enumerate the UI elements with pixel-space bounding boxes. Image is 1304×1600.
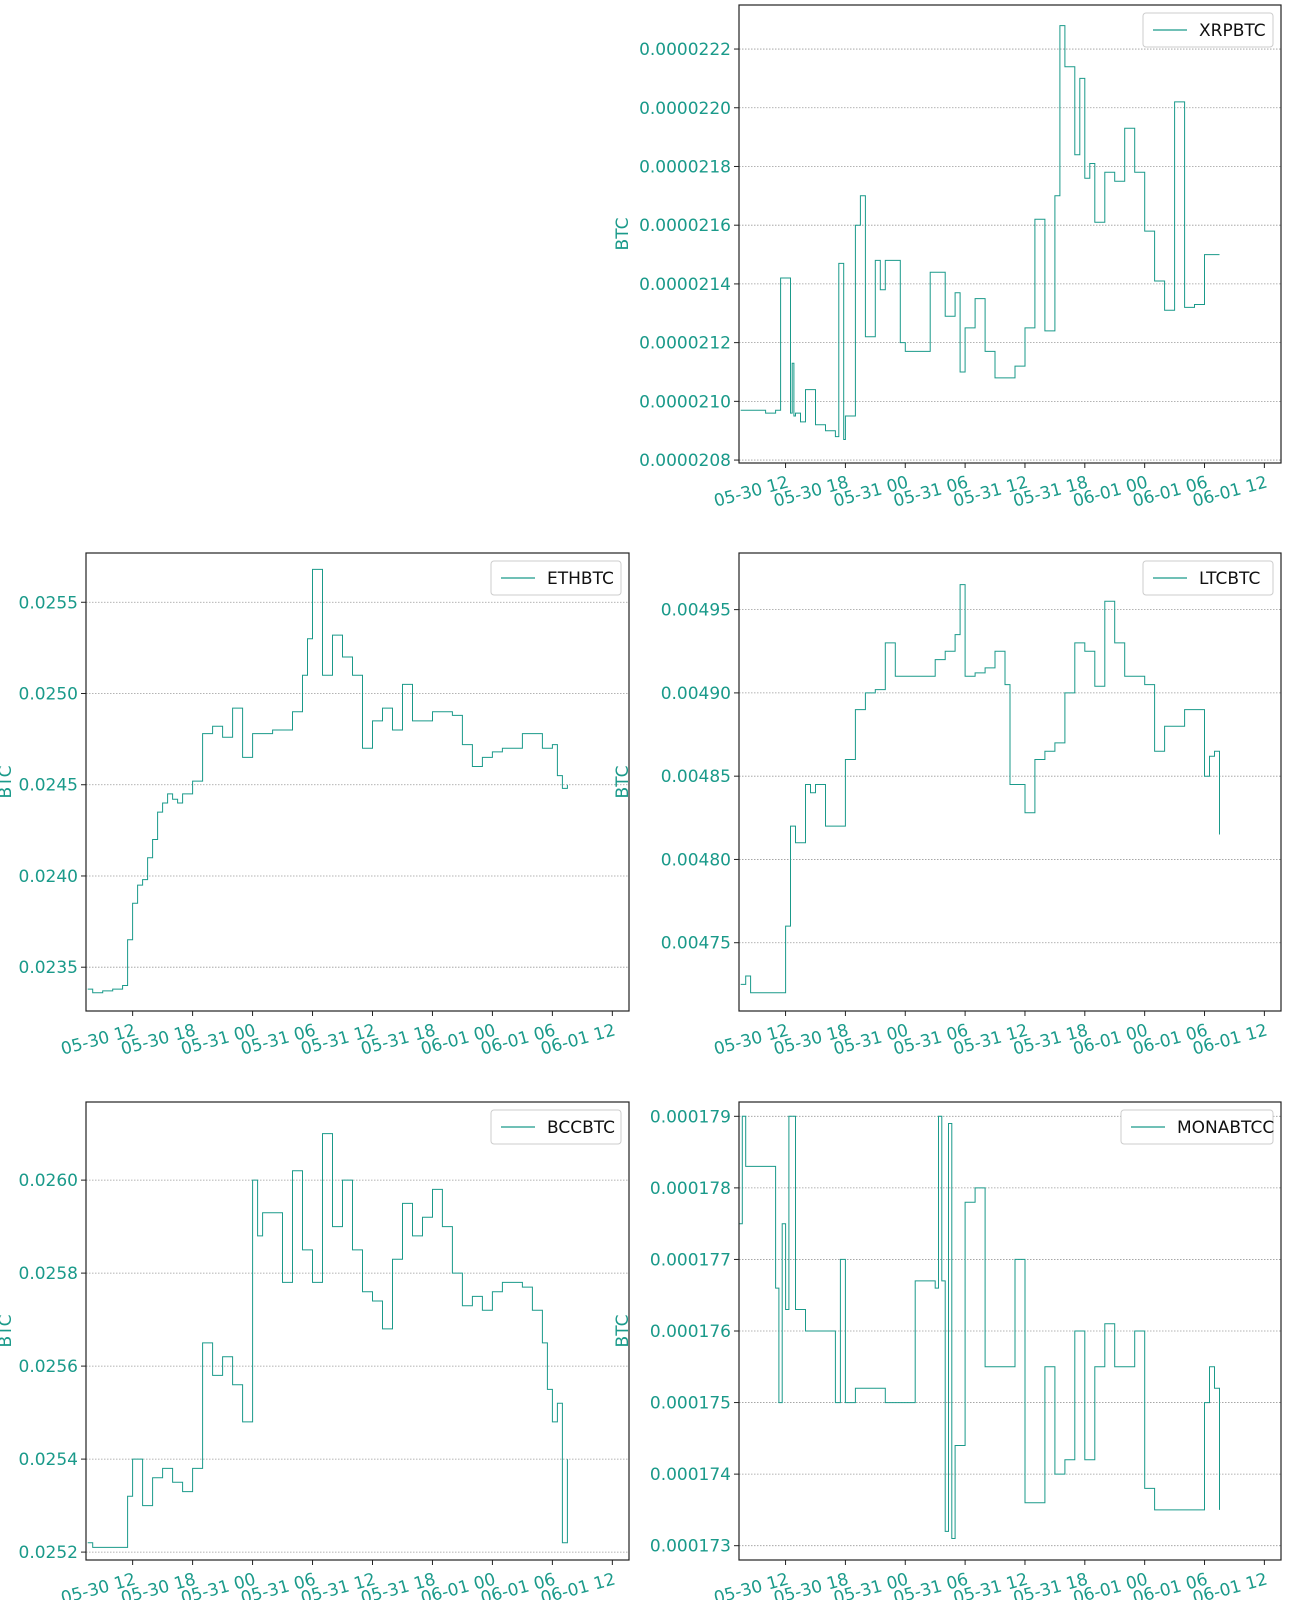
y-tick-label: 0.0000222 (639, 40, 731, 60)
y-tick-label: 0.0252 (19, 1543, 78, 1563)
y-tick-label: 0.000175 (650, 1394, 731, 1414)
y-tick-label: 0.0258 (19, 1264, 78, 1284)
plot-frame (738, 4, 1282, 464)
y-tick-label: 0.000176 (650, 1322, 731, 1342)
legend-label: MONABTCC (1177, 1118, 1274, 1138)
legend-box (1120, 1109, 1274, 1145)
legend: BCCBTC (490, 1109, 622, 1145)
y-axis-label: BTC (613, 1315, 633, 1348)
y-tick-label: 0.0235 (19, 958, 78, 978)
y-tick-label: 0.00485 (661, 767, 731, 787)
y-tick-label: 0.00495 (661, 601, 731, 621)
y-tick-label: 0.0240 (19, 867, 78, 887)
y-tick-label: 0.0260 (19, 1171, 78, 1191)
y-tick-label: 0.0254 (19, 1450, 78, 1470)
legend-label: BCCBTC (547, 1118, 615, 1138)
series-line-ethbtc (87, 568, 568, 994)
y-tick-label: 0.00475 (661, 934, 731, 954)
y-tick-label: 0.00490 (661, 684, 731, 704)
series-line-monabtcc (739, 1115, 1220, 1539)
legend: ETHBTC (490, 560, 622, 596)
y-tick-label: 0.0000214 (639, 275, 731, 295)
y-axis-label: BTC (0, 766, 16, 799)
y-tick-label: 0.000174 (650, 1465, 731, 1485)
legend-box (1142, 12, 1274, 48)
series-line-xrpbtc (740, 25, 1220, 440)
plot-frame (738, 552, 1282, 1012)
y-tick-label: 0.0000210 (639, 392, 731, 412)
legend-box (1142, 560, 1274, 596)
y-axis-label: BTC (613, 218, 633, 251)
series-line-bccbtc (87, 1133, 568, 1548)
legend: XRPBTC (1142, 12, 1274, 48)
legend-label: XRPBTC (1199, 21, 1266, 41)
legend: LTCBTC (1142, 560, 1274, 596)
plot-frame (738, 1101, 1282, 1561)
legend-label: ETHBTC (547, 569, 614, 589)
chart-panel-middle-right: 0.004750.004800.004850.004900.0049505-30… (613, 552, 1282, 1060)
y-tick-label: 0.0000208 (639, 451, 731, 471)
legend-box (490, 560, 622, 596)
plot-frame (85, 1101, 630, 1561)
y-tick-label: 0.0245 (19, 776, 78, 796)
y-axis-label: BTC (0, 1315, 16, 1348)
y-tick-label: 0.000179 (650, 1107, 731, 1127)
legend-box (490, 1109, 622, 1145)
y-axis-label: BTC (613, 766, 633, 799)
y-tick-label: 0.0000216 (639, 216, 731, 236)
y-tick-label: 0.0000220 (639, 99, 731, 119)
y-tick-label: 0.000177 (650, 1250, 731, 1270)
legend: MONABTCC (1120, 1109, 1274, 1145)
chart-panel-bottom-right: 0.000173 0.000174 0.000175 0.000176 0.000177… (613, 1101, 1282, 1600)
series-line-ltcbtc (740, 584, 1220, 994)
y-tick-label: 0.0256 (19, 1357, 78, 1377)
plot-frame (85, 552, 630, 1012)
y-tick-label: 0.0000212 (639, 334, 731, 354)
y-tick-label: 0.000173 (650, 1537, 731, 1557)
y-tick-label: 0.000178 (650, 1179, 731, 1199)
y-tick-label: 0.0255 (19, 593, 78, 613)
y-tick-label: 0.0250 (19, 685, 78, 705)
legend-label: LTCBTC (1199, 569, 1260, 589)
y-tick-label: 0.00480 (661, 850, 731, 870)
y-tick-label: 0.0000218 (639, 157, 731, 177)
chart-panel-top-right: 0.0000208 0.0000210 0.0000212 0.0000214 0.00… (613, 4, 1282, 512)
